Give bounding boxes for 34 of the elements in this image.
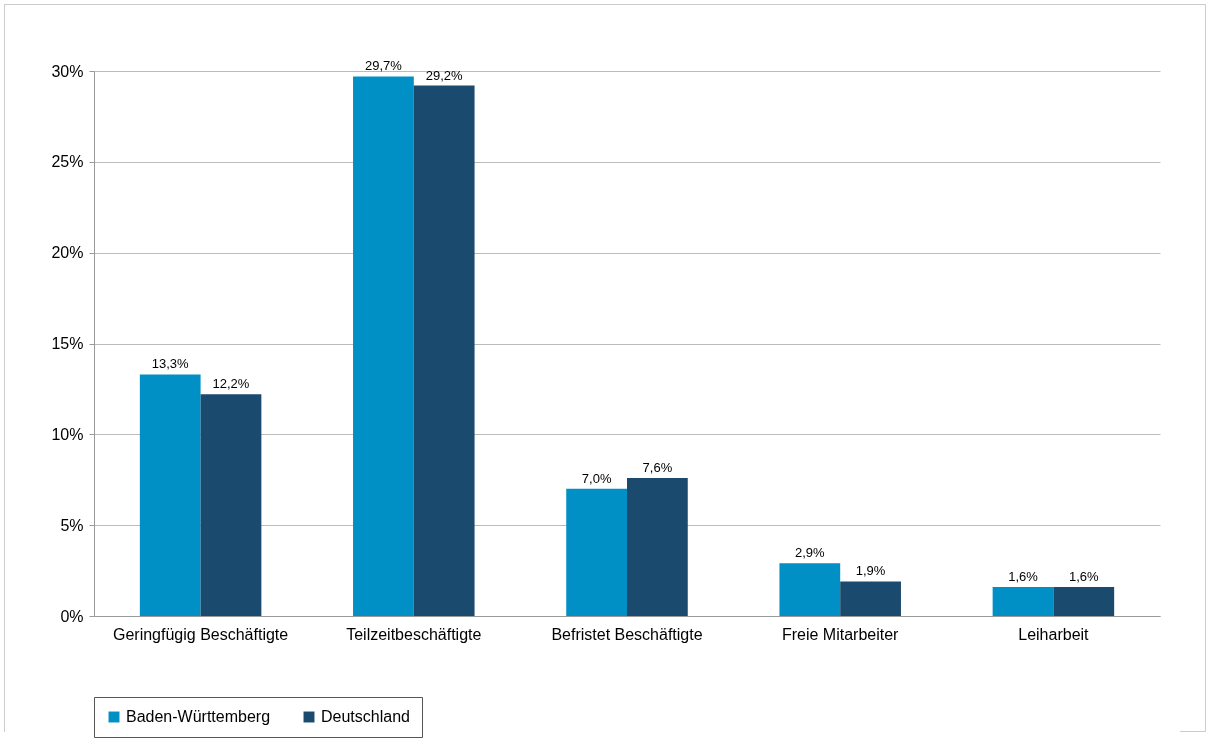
bar	[413, 85, 475, 616]
data-label: 1,6%	[1008, 568, 1039, 584]
bar	[992, 586, 1054, 616]
y-tick-label: 10%	[51, 425, 84, 443]
y-tick-label: 5%	[60, 516, 84, 534]
y-tick-label: 30%	[51, 62, 84, 80]
data-label: 7,0%	[581, 470, 612, 486]
bar	[139, 374, 201, 616]
data-label: 29,7%	[364, 58, 403, 74]
x-tick-label: Befristet Beschäftigte	[551, 625, 703, 643]
data-label: 7,6%	[642, 459, 673, 475]
data-label: 1,6%	[1068, 568, 1100, 584]
bar	[566, 488, 627, 616]
legend-label: Deutschland	[321, 708, 410, 725]
x-tick-label: Geringfügig Beschäftigte	[112, 625, 289, 643]
y-tick-label: 20%	[51, 244, 84, 262]
x-tick-label: Freie Mitarbeiter	[781, 625, 900, 643]
data-label: 2,9%	[795, 545, 826, 561]
data-label: 29,2%	[425, 67, 464, 83]
y-tick-label: 0%	[60, 607, 84, 625]
x-tick-label: Leiharbeit	[1018, 625, 1090, 643]
data-label: 12,2%	[212, 376, 250, 392]
data-label: 1,9%	[855, 563, 886, 579]
y-tick-label: 15%	[51, 335, 84, 352]
x-tick-label: Teilzeitbeschäftigte	[346, 625, 482, 643]
y-tick-label: 25%	[51, 153, 84, 171]
bar	[200, 394, 262, 616]
bar	[353, 76, 414, 616]
bar	[779, 563, 841, 616]
bar	[627, 477, 688, 616]
legend-label: Baden-Württemberg	[126, 708, 271, 725]
data-label: 13,3%	[151, 356, 190, 372]
bar	[1053, 586, 1115, 616]
bar	[840, 581, 901, 616]
